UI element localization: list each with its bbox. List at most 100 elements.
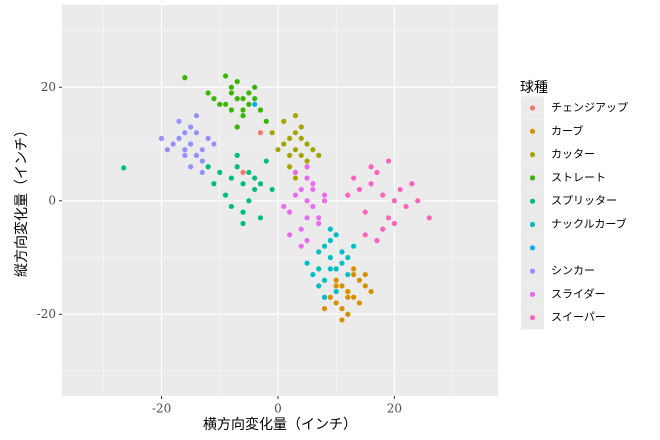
- point: [199, 158, 205, 164]
- point: [385, 215, 392, 221]
- point: [281, 203, 287, 210]
- point: [362, 209, 368, 215]
- point: [380, 226, 386, 232]
- y-tick-label: 20: [41, 80, 56, 94]
- y-axis-title: 縦方向変化量（インチ）: [13, 123, 30, 277]
- point: [327, 294, 333, 300]
- point: [333, 232, 339, 238]
- point: [257, 181, 264, 187]
- legend-swatch: [529, 175, 536, 181]
- point: [368, 164, 374, 170]
- point: [205, 164, 211, 170]
- point: [252, 186, 258, 193]
- point: [292, 113, 299, 119]
- point: [426, 215, 432, 221]
- point: [351, 175, 357, 181]
- point: [321, 306, 328, 312]
- point: [333, 288, 339, 295]
- point: [310, 271, 316, 278]
- point: [292, 192, 299, 198]
- point: [234, 79, 240, 85]
- legend-swatch: [529, 128, 536, 134]
- point: [321, 198, 328, 204]
- point: [240, 107, 246, 113]
- legend-swatch: [529, 291, 536, 297]
- point: [234, 164, 240, 170]
- point: [310, 147, 316, 153]
- point: [298, 135, 304, 141]
- point: [415, 198, 421, 204]
- legend-label: ナックルカーブ: [551, 217, 627, 231]
- point: [316, 152, 322, 158]
- point: [339, 317, 345, 323]
- point: [351, 271, 357, 278]
- point: [362, 232, 368, 238]
- legend-swatch: [529, 221, 536, 228]
- legend-label: スライダー: [551, 286, 606, 300]
- legend-label: シンカー: [551, 264, 595, 277]
- legend-label: カッター: [551, 148, 595, 161]
- point: [362, 283, 368, 289]
- point: [275, 147, 281, 153]
- point: [292, 169, 299, 176]
- point: [193, 152, 200, 158]
- legend-label: スプリッター: [551, 194, 617, 207]
- point: [321, 294, 328, 300]
- point: [234, 152, 240, 158]
- y-tick-label: -20: [37, 307, 56, 321]
- point: [374, 237, 380, 244]
- point: [228, 84, 234, 90]
- point: [339, 260, 345, 266]
- point: [287, 209, 293, 215]
- point: [310, 186, 316, 193]
- point: [287, 152, 293, 158]
- point: [292, 147, 299, 153]
- point: [298, 152, 304, 158]
- x-tick-label: -20: [152, 402, 171, 416]
- point: [339, 249, 345, 255]
- point: [345, 288, 351, 295]
- point: [368, 288, 374, 295]
- point: [333, 277, 339, 283]
- point: [176, 135, 182, 141]
- point: [176, 118, 182, 124]
- point: [292, 130, 299, 136]
- point: [409, 181, 415, 187]
- point: [298, 124, 304, 130]
- point: [287, 232, 293, 238]
- point: [193, 113, 200, 119]
- point: [298, 243, 304, 249]
- legend-swatch: [529, 245, 536, 251]
- point: [333, 283, 339, 289]
- point: [211, 96, 217, 102]
- point: [263, 158, 269, 164]
- point: [252, 101, 258, 107]
- point: [228, 90, 234, 96]
- point: [304, 175, 310, 181]
- point: [199, 147, 205, 153]
- point: [246, 198, 252, 204]
- point: [121, 165, 127, 171]
- point: [246, 90, 252, 96]
- point: [222, 192, 229, 198]
- point: [351, 243, 357, 249]
- point: [391, 198, 397, 204]
- point: [158, 135, 165, 141]
- point: [252, 175, 258, 181]
- point: [269, 130, 275, 136]
- point: [257, 215, 264, 221]
- point: [281, 118, 287, 124]
- point: [304, 164, 310, 170]
- point: [321, 192, 328, 198]
- point: [321, 277, 328, 283]
- point: [368, 181, 374, 187]
- legend-swatch: [529, 198, 536, 204]
- point: [339, 306, 345, 312]
- point: [228, 203, 234, 210]
- point: [240, 113, 246, 119]
- point: [298, 226, 304, 232]
- point: [345, 311, 351, 317]
- point: [316, 249, 322, 255]
- point: [252, 84, 258, 90]
